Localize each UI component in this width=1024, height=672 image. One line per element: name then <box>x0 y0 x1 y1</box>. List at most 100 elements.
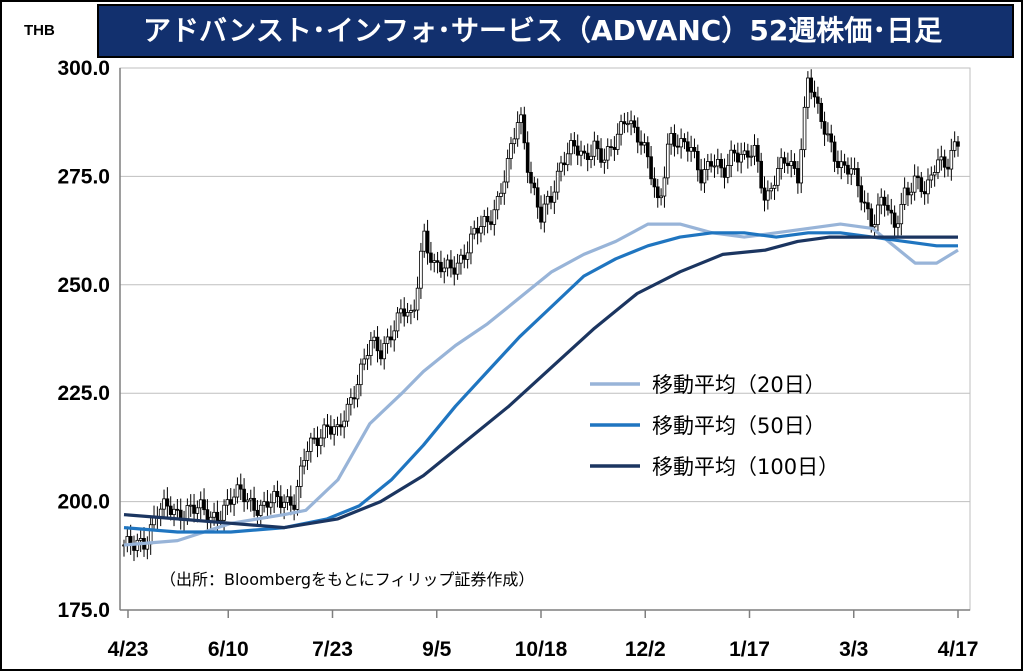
candle-body <box>315 437 320 447</box>
candle-body <box>632 120 637 128</box>
candle <box>382 336 387 370</box>
candle-body <box>285 496 290 503</box>
candle-body <box>302 459 306 467</box>
candle <box>852 157 857 176</box>
candle <box>539 195 543 230</box>
candle-body <box>645 142 650 158</box>
candle <box>799 138 804 194</box>
candle <box>492 199 497 236</box>
candle <box>285 489 290 511</box>
candle-body <box>822 121 827 135</box>
candle-body <box>792 161 797 169</box>
candle <box>682 133 687 150</box>
candle-body <box>739 153 743 163</box>
candle-body <box>869 208 874 228</box>
candle-body <box>562 162 567 166</box>
candle <box>402 297 407 327</box>
candle-body <box>349 397 353 405</box>
candle-body <box>482 216 487 227</box>
candle <box>829 124 834 153</box>
candle <box>716 148 720 175</box>
candle <box>258 499 263 526</box>
candle-body <box>582 150 587 154</box>
candle <box>942 149 947 178</box>
candle-body <box>916 175 920 179</box>
candle-body <box>572 140 577 147</box>
candle-body <box>619 121 623 135</box>
candle <box>532 176 537 196</box>
candle-body <box>369 340 373 356</box>
candle <box>205 499 210 534</box>
candle-body <box>172 508 176 515</box>
candle-body <box>422 230 427 252</box>
candle-body <box>886 204 890 211</box>
candle <box>162 489 166 519</box>
y-tick-label: 175.0 <box>57 599 110 622</box>
candle <box>352 385 356 409</box>
candle <box>702 158 707 193</box>
candle <box>846 157 850 185</box>
candle-body <box>479 226 483 234</box>
candle-body <box>612 146 617 150</box>
candle <box>479 215 483 243</box>
candle-body <box>552 191 557 203</box>
candle <box>459 248 463 275</box>
candle-body <box>709 161 713 167</box>
candle-body <box>539 206 543 223</box>
candle-body <box>439 261 443 273</box>
candle-body <box>729 149 733 166</box>
candle-body <box>405 312 410 317</box>
candle-body <box>138 538 143 541</box>
candle-body <box>929 174 934 181</box>
candle <box>772 175 777 200</box>
candle <box>565 142 570 172</box>
candle <box>679 128 683 159</box>
candle-body <box>852 168 857 170</box>
candle <box>906 181 910 207</box>
candle-body <box>652 178 657 188</box>
candle-body <box>305 451 310 461</box>
candle <box>926 168 930 204</box>
candle-body <box>442 267 447 273</box>
candle-body <box>395 312 400 332</box>
candle <box>605 138 610 170</box>
candle-body <box>489 221 493 225</box>
candle-body <box>549 195 553 203</box>
candle <box>429 241 433 271</box>
candle-body <box>892 212 897 228</box>
candle <box>882 190 887 217</box>
candle-body <box>599 148 603 163</box>
candle <box>665 133 670 185</box>
candle-body <box>806 77 810 108</box>
candle-body <box>829 133 834 143</box>
candle <box>335 416 340 436</box>
candle-body <box>522 114 527 144</box>
y-tick-label: 275.0 <box>57 165 110 188</box>
candle <box>419 242 423 299</box>
candle-body <box>222 504 226 521</box>
candle-body <box>502 181 507 194</box>
candle <box>265 489 270 519</box>
candle <box>659 188 663 206</box>
candle <box>475 216 480 245</box>
candle <box>245 493 250 510</box>
candle-body <box>722 167 727 178</box>
candle-body <box>812 91 817 98</box>
candle-body <box>719 158 723 169</box>
candle <box>268 493 273 515</box>
candle <box>572 132 577 155</box>
candle-body <box>382 343 387 360</box>
candle-body <box>409 310 413 313</box>
x-tick-label: 7/23 <box>312 638 353 661</box>
ma100-line <box>123 235 958 530</box>
candle-body <box>509 143 513 159</box>
candle <box>802 96 807 158</box>
candle-body <box>896 223 900 228</box>
candle <box>385 328 390 354</box>
candle <box>299 457 303 499</box>
candle-body <box>192 504 196 514</box>
candle-body <box>716 158 720 167</box>
candle-body <box>555 170 560 193</box>
candle-body <box>856 168 860 187</box>
